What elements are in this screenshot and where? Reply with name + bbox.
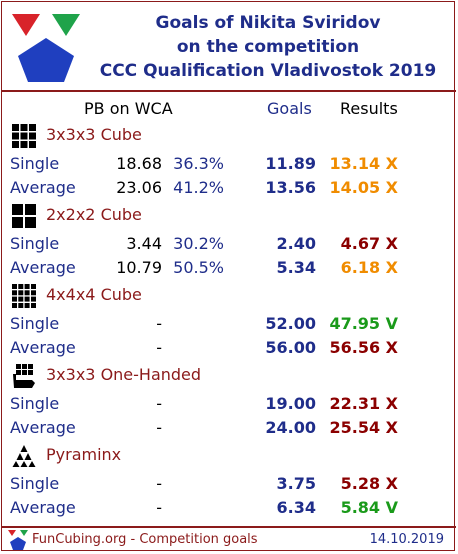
result-value: 56.56 X: [329, 338, 398, 357]
pb-percent: 41.2%: [173, 178, 224, 197]
result-value: 4.67 X: [340, 234, 398, 253]
pb-value: 3.44: [126, 234, 162, 253]
pb-value: -: [156, 474, 162, 493]
event-name: 2x2x2 Cube: [46, 205, 142, 224]
goal-value: 11.89: [265, 154, 316, 173]
column-header-goals: Goals: [267, 99, 312, 118]
pb-value: -: [156, 314, 162, 333]
funcubing-logo-icon: [12, 14, 80, 82]
table-row: Single 3.44 30.2% 2.40 4.67 X: [2, 234, 456, 256]
table-row: Single - 52.00 47.95 V: [2, 314, 456, 336]
row-label: Average: [10, 178, 76, 197]
footer-divider: [2, 526, 456, 528]
table-row: Average 10.79 50.5% 5.34 6.18 X: [2, 258, 456, 280]
column-header-results: Results: [340, 99, 398, 118]
one-handed-icon: [13, 364, 35, 388]
result-value: 25.54 X: [329, 418, 398, 437]
pyraminx-icon: [12, 445, 36, 467]
goal-value: 6.34: [276, 498, 316, 517]
pb-value: 18.68: [116, 154, 162, 173]
table-row: Single 18.68 36.3% 11.89 13.14 X: [2, 154, 456, 176]
pb-value: 10.79: [116, 258, 162, 277]
pb-percent: 36.3%: [173, 154, 224, 173]
event-name: 3x3x3 One-Handed: [46, 365, 202, 384]
pb-percent: 50.5%: [173, 258, 224, 277]
pb-value: -: [156, 338, 162, 357]
goal-value: 3.75: [276, 474, 316, 493]
cube-3x3-icon: [12, 124, 36, 148]
row-label: Single: [10, 394, 60, 413]
footer: FunCubing.org - Competition goals 14.10.…: [2, 528, 456, 552]
footer-date: 14.10.2019: [369, 532, 444, 547]
title-line-3: CCC Qualification Vladivostok 2019: [99, 61, 437, 81]
pb-percent: 30.2%: [173, 234, 224, 253]
pb-value: -: [156, 498, 162, 517]
row-label: Average: [10, 498, 76, 517]
row-label: Single: [10, 234, 60, 253]
result-value: 22.31 X: [329, 394, 398, 413]
row-label: Average: [10, 338, 76, 357]
result-value: 13.14 X: [329, 154, 398, 173]
column-header-pb: PB on WCA: [84, 99, 173, 118]
table-row: Single - 3.75 5.28 X: [2, 474, 456, 496]
event-name: Pyraminx: [46, 445, 122, 464]
goal-value: 52.00: [265, 314, 316, 333]
funcubing-small-logo-icon: [8, 530, 28, 550]
goal-value: 56.00: [265, 338, 316, 357]
event-name: 4x4x4 Cube: [46, 285, 142, 304]
footer-site-link[interactable]: FunCubing.org - Competition goals: [32, 532, 258, 547]
result-value: 5.84 V: [340, 498, 398, 517]
event-name: 3x3x3 Cube: [46, 125, 142, 144]
table-row: Average - 56.00 56.56 X: [2, 338, 456, 360]
row-label: Single: [10, 314, 60, 333]
table-row: Average - 6.34 5.84 V: [2, 498, 456, 520]
pb-value: -: [156, 394, 162, 413]
header-divider: [2, 90, 456, 92]
result-value: 14.05 X: [329, 178, 398, 197]
header: Goals of Nikita Sviridov on the competit…: [2, 2, 456, 90]
table-row: Average 23.06 41.2% 13.56 14.05 X: [2, 178, 456, 200]
title-line-2: on the competition: [176, 37, 360, 57]
goal-value: 19.00: [265, 394, 316, 413]
row-label: Single: [10, 154, 60, 173]
result-value: 47.95 V: [329, 314, 398, 333]
row-label: Average: [10, 418, 76, 437]
cube-2x2-icon: [12, 204, 36, 228]
goal-value: 2.40: [276, 234, 316, 253]
table-row: Single - 19.00 22.31 X: [2, 394, 456, 416]
row-label: Single: [10, 474, 60, 493]
row-label: Average: [10, 258, 76, 277]
pb-value: 23.06: [116, 178, 162, 197]
goal-value: 5.34: [276, 258, 316, 277]
table-row: Average - 24.00 25.54 X: [2, 418, 456, 440]
pb-value: -: [156, 418, 162, 437]
goal-value: 13.56: [265, 178, 316, 197]
cube-4x4-icon: [12, 284, 36, 308]
result-value: 5.28 X: [340, 474, 398, 493]
result-value: 6.18 X: [340, 258, 398, 277]
title-line-1: Goals of Nikita Sviridov: [155, 13, 381, 33]
goal-value: 24.00: [265, 418, 316, 437]
